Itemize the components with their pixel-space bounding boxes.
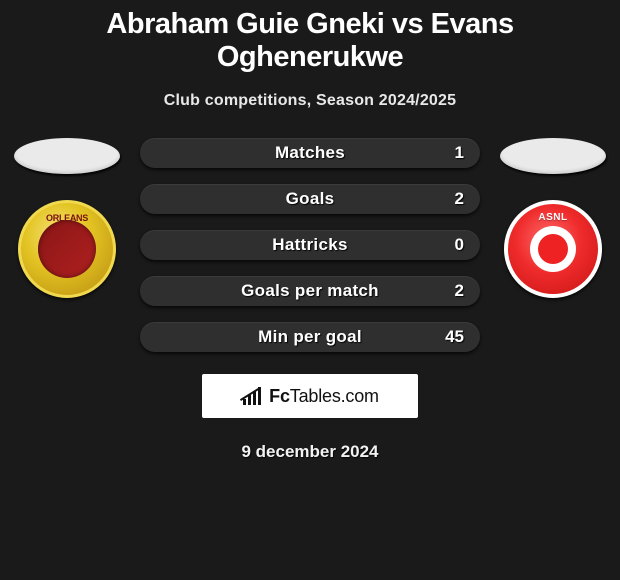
date-label: 9 december 2024	[10, 442, 610, 462]
left-column: ORLEANS LOIRET	[12, 138, 122, 298]
right-flag	[500, 138, 606, 174]
stat-value-right: 2	[455, 281, 464, 301]
stat-row-mpg: Min per goal 45	[140, 322, 480, 352]
right-crest-label: ASNL	[508, 212, 598, 223]
right-crest: ASNL	[504, 200, 602, 298]
left-crest: ORLEANS LOIRET	[18, 200, 116, 298]
chart-icon	[241, 387, 263, 405]
page-title: Abraham Guie Gneki vs Evans Oghenerukwe	[10, 8, 610, 74]
stat-label: Min per goal	[140, 327, 480, 347]
right-column: ASNL	[498, 138, 608, 298]
stat-label: Hattricks	[140, 235, 480, 255]
stat-value-right: 0	[455, 235, 464, 255]
subtitle: Club competitions, Season 2024/2025	[10, 92, 610, 110]
stats-area: ORLEANS LOIRET Matches 1 Goals 2 Hattric…	[10, 138, 610, 352]
stat-value-right: 1	[455, 143, 464, 163]
left-crest-label: ORLEANS	[21, 213, 113, 223]
left-crest-sub: LOIRET	[21, 224, 113, 231]
brand-text: FcTables.com	[269, 386, 379, 407]
brand-fc: Fc	[269, 386, 290, 406]
stat-label: Goals per match	[140, 281, 480, 301]
stat-row-matches: Matches 1	[140, 138, 480, 168]
brand-tables: Tables.com	[290, 386, 379, 406]
stat-row-gpm: Goals per match 2	[140, 276, 480, 306]
stat-row-hattricks: Hattricks 0	[140, 230, 480, 260]
stat-value-right: 2	[455, 189, 464, 209]
brand-box: FcTables.com	[202, 374, 418, 418]
comparison-card: Abraham Guie Gneki vs Evans Oghenerukwe …	[0, 0, 620, 470]
stat-value-right: 45	[445, 327, 464, 347]
left-flag	[14, 138, 120, 174]
stat-label: Goals	[140, 189, 480, 209]
stat-row-goals: Goals 2	[140, 184, 480, 214]
stat-label: Matches	[140, 143, 480, 163]
stat-list: Matches 1 Goals 2 Hattricks 0 Goals per …	[140, 138, 480, 352]
